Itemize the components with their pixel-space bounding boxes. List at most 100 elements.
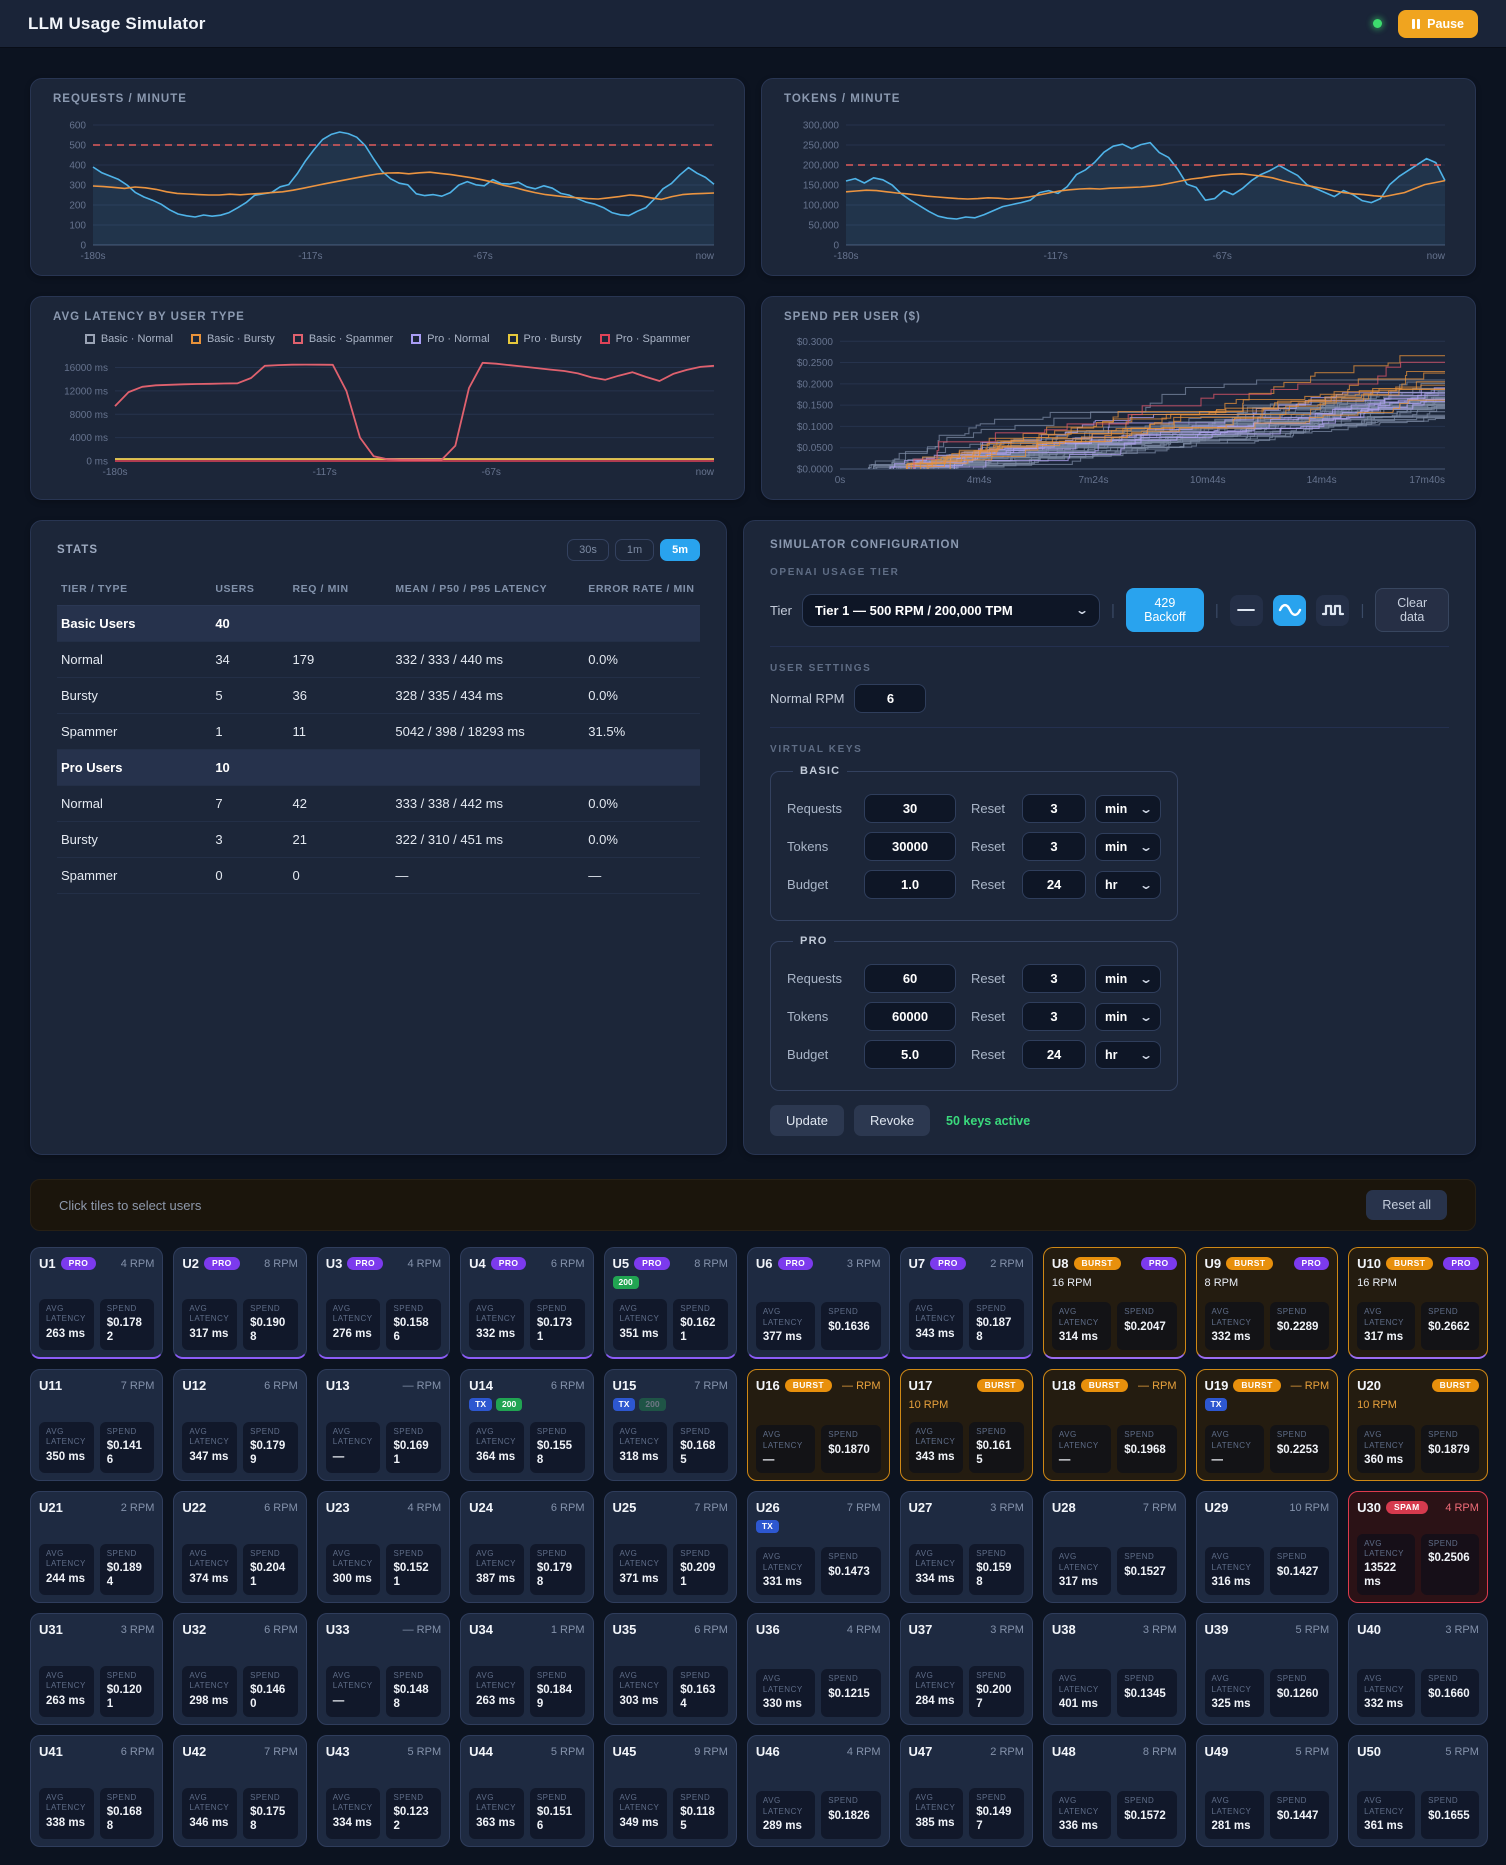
stats-cell-error: — bbox=[584, 857, 701, 894]
user-tile-U31[interactable]: U31 3 RPM AVG LATENCY 263 ms SPEND $0.1201 bbox=[30, 1613, 164, 1725]
stats-cell-latency: 322 / 310 / 451 ms bbox=[391, 821, 585, 858]
pause-button[interactable]: Pause bbox=[1398, 9, 1478, 38]
user-id: U7 bbox=[908, 1256, 926, 1271]
user-tile-U4[interactable]: U4 PRO 6 RPM AVG LATENCY 332 ms SPEND $0.1731 bbox=[460, 1247, 594, 1359]
update-keys-button[interactable]: Update bbox=[770, 1105, 844, 1136]
reset-unit-select[interactable]: min ⌄ bbox=[1095, 794, 1162, 823]
reset-interval-input[interactable] bbox=[1022, 1002, 1087, 1031]
user-tile-U13[interactable]: U13 — RPM AVG LATENCY — SPEND $0.1691 bbox=[316, 1369, 451, 1481]
user-tile-U50[interactable]: U50 5 RPM AVG LATENCY 361 ms SPEND $0.1655 bbox=[1348, 1735, 1488, 1847]
stats-row: Bursty 3 21 322 / 310 / 451 ms 0.0% bbox=[57, 821, 701, 858]
user-tile-U45[interactable]: U45 9 RPM AVG LATENCY 349 ms SPEND $0.1185 bbox=[603, 1735, 737, 1847]
sine-wave-icon bbox=[1278, 603, 1301, 617]
user-tile-U35[interactable]: U35 6 RPM AVG LATENCY 303 ms SPEND $0.1634 bbox=[603, 1613, 737, 1725]
reset-interval-input[interactable] bbox=[1022, 794, 1087, 823]
user-tile-U20[interactable]: U20 BURST 10 RPM AVG LATENCY 360 ms SPEND $0.1… bbox=[1348, 1369, 1488, 1481]
user-tile-U27[interactable]: U27 3 RPM AVG LATENCY 334 ms SPEND $0.1598 bbox=[899, 1491, 1033, 1603]
user-tile-U3[interactable]: U3 PRO 4 RPM AVG LATENCY 276 ms SPEND $0.1586 bbox=[316, 1247, 451, 1359]
user-tile-U28[interactable]: U28 7 RPM AVG LATENCY 317 ms SPEND $0.1527 bbox=[1042, 1491, 1186, 1603]
tier-select[interactable]: Tier 1 — 500 RPM / 200,000 TPM ⌄ bbox=[801, 593, 1100, 627]
square-wave-button[interactable] bbox=[1316, 594, 1350, 626]
reset-interval-input[interactable] bbox=[1022, 964, 1087, 993]
range-button-1m[interactable]: 1m bbox=[614, 539, 655, 561]
stats-group-row: Pro Users 10 bbox=[57, 749, 701, 786]
user-tile-U7[interactable]: U7 PRO 2 RPM AVG LATENCY 343 ms SPEND $0.1878 bbox=[899, 1247, 1033, 1359]
user-tile-U22[interactable]: U22 6 RPM AVG LATENCY 374 ms SPEND $0.2041 bbox=[173, 1491, 307, 1603]
key-budget-input[interactable] bbox=[864, 870, 957, 899]
reset-unit-select[interactable]: hr ⌄ bbox=[1095, 1040, 1162, 1069]
reset-interval-input[interactable] bbox=[1022, 832, 1087, 861]
reset-all-button[interactable]: Reset all bbox=[1366, 1190, 1447, 1220]
user-tile-U47[interactable]: U47 2 RPM AVG LATENCY 385 ms SPEND $0.1497 bbox=[899, 1735, 1033, 1847]
tile-stat-value: $0.1615 bbox=[976, 1440, 1012, 1467]
key-requests-input[interactable] bbox=[864, 794, 957, 823]
user-tile-U36[interactable]: U36 4 RPM AVG LATENCY 330 ms SPEND $0.1215 bbox=[746, 1613, 890, 1725]
tile-stat-spend: SPEND $0.1201 bbox=[99, 1666, 155, 1717]
key-budget-input[interactable] bbox=[864, 1040, 957, 1069]
user-tile-U18[interactable]: U18 BURST — RPM AVG LATENCY — SPEND $0.1968 bbox=[1042, 1369, 1186, 1481]
user-tile-U2[interactable]: U2 PRO 8 RPM AVG LATENCY 317 ms SPEND $0.1908 bbox=[173, 1247, 307, 1359]
user-tile-U46[interactable]: U46 4 RPM AVG LATENCY 289 ms SPEND $0.1826 bbox=[746, 1735, 890, 1847]
clear-data-button[interactable]: Clear data bbox=[1375, 588, 1449, 632]
user-tile-U49[interactable]: U49 5 RPM AVG LATENCY 281 ms SPEND $0.1447 bbox=[1195, 1735, 1339, 1847]
user-tile-U25[interactable]: U25 7 RPM AVG LATENCY 371 ms SPEND $0.2091 bbox=[603, 1491, 737, 1603]
user-tile-U14[interactable]: U14 6 RPM TX 200 AVG LATENCY 364 ms SPEND $0.15… bbox=[460, 1369, 594, 1481]
user-tile-U1[interactable]: U1 PRO 4 RPM AVG LATENCY 263 ms SPEND $0.1782 bbox=[30, 1247, 164, 1359]
tile-subline bbox=[1205, 1762, 1330, 1779]
user-tile-U40[interactable]: U40 3 RPM AVG LATENCY 332 ms SPEND $0.1660 bbox=[1348, 1613, 1488, 1725]
user-tile-U44[interactable]: U44 5 RPM AVG LATENCY 363 ms SPEND $0.1516 bbox=[460, 1735, 594, 1847]
tile-stats: AVG LATENCY 387 ms SPEND $0.1798 bbox=[469, 1544, 585, 1595]
tile-stat-label: AVG LATENCY bbox=[915, 1549, 956, 1569]
range-button-30s[interactable]: 30s bbox=[567, 539, 609, 561]
tile-rpm: 1 RPM bbox=[550, 1623, 585, 1636]
normal-rpm-input[interactable] bbox=[854, 684, 927, 713]
user-tile-U26[interactable]: U26 7 RPM TX AVG LATENCY 331 ms SPEND $0.1473 bbox=[746, 1491, 890, 1603]
user-tile-U29[interactable]: U29 10 RPM AVG LATENCY 316 ms SPEND $0.1427 bbox=[1195, 1491, 1339, 1603]
backoff-429-toggle[interactable]: 429 Backoff bbox=[1125, 588, 1204, 632]
user-tile-U38[interactable]: U38 3 RPM AVG LATENCY 401 ms SPEND $0.1345 bbox=[1042, 1613, 1186, 1725]
tile-stat-avg-latency: AVG LATENCY 244 ms bbox=[39, 1544, 94, 1595]
user-tile-U9[interactable]: U9 BURST PRO 8 RPM AVG LATENCY 332 ms SPEND $0.… bbox=[1195, 1247, 1339, 1359]
reset-unit-select[interactable]: min ⌄ bbox=[1095, 832, 1162, 861]
revoke-keys-button[interactable]: Revoke bbox=[853, 1105, 931, 1136]
user-tile-U11[interactable]: U11 7 RPM AVG LATENCY 350 ms SPEND $0.1416 bbox=[30, 1369, 164, 1481]
user-id: U10 bbox=[1357, 1256, 1382, 1271]
user-tile-U10[interactable]: U10 BURST PRO 16 RPM AVG LATENCY 317 ms SPEND $… bbox=[1348, 1247, 1488, 1359]
reset-interval-input[interactable] bbox=[1022, 1040, 1087, 1069]
user-tile-U16[interactable]: U16 BURST — RPM AVG LATENCY — SPEND $0.1870 bbox=[746, 1369, 890, 1481]
sine-wave-button[interactable] bbox=[1273, 594, 1307, 626]
user-tile-U43[interactable]: U43 5 RPM AVG LATENCY 334 ms SPEND $0.1232 bbox=[316, 1735, 451, 1847]
reset-unit-select[interactable]: min ⌄ bbox=[1095, 964, 1162, 993]
key-tokens-input[interactable] bbox=[864, 1002, 957, 1031]
user-tile-U37[interactable]: U37 3 RPM AVG LATENCY 284 ms SPEND $0.2007 bbox=[899, 1613, 1033, 1725]
tile-stat-value: $0.1527 bbox=[1124, 1565, 1166, 1578]
key-tokens-input[interactable] bbox=[864, 832, 957, 861]
user-tile-U21[interactable]: U21 2 RPM AVG LATENCY 244 ms SPEND $0.1894 bbox=[30, 1491, 164, 1603]
user-tile-U15[interactable]: U15 7 RPM TX 200 AVG LATENCY 318 ms SPEND $0.16… bbox=[603, 1369, 737, 1481]
tile-subline bbox=[1052, 1640, 1177, 1657]
user-tile-U34[interactable]: U34 1 RPM AVG LATENCY 263 ms SPEND $0.1849 bbox=[460, 1613, 594, 1725]
user-tile-U39[interactable]: U39 5 RPM AVG LATENCY 325 ms SPEND $0.1260 bbox=[1195, 1613, 1339, 1725]
reset-unit-select[interactable]: hr ⌄ bbox=[1095, 870, 1162, 899]
user-tile-U23[interactable]: U23 4 RPM AVG LATENCY 300 ms SPEND $0.1521 bbox=[316, 1491, 451, 1603]
user-tile-U48[interactable]: U48 8 RPM AVG LATENCY 336 ms SPEND $0.1572 bbox=[1042, 1735, 1186, 1847]
range-button-5m[interactable]: 5m bbox=[660, 539, 701, 561]
user-tile-U17[interactable]: U17 BURST 10 RPM AVG LATENCY 343 ms SPEND $0.1… bbox=[899, 1369, 1033, 1481]
user-tile-U24[interactable]: U24 6 RPM AVG LATENCY 387 ms SPEND $0.1798 bbox=[460, 1491, 594, 1603]
user-tile-U12[interactable]: U12 6 RPM AVG LATENCY 347 ms SPEND $0.1799 bbox=[173, 1369, 307, 1481]
key-requests-input[interactable] bbox=[864, 964, 957, 993]
user-tile-U41[interactable]: U41 6 RPM AVG LATENCY 338 ms SPEND $0.1688 bbox=[30, 1735, 164, 1847]
tile-header: U46 4 RPM bbox=[756, 1744, 881, 1759]
reset-interval-input[interactable] bbox=[1022, 870, 1087, 899]
tile-stat-avg-latency: AVG LATENCY 316 ms bbox=[1204, 1547, 1264, 1595]
flat-wave-button[interactable] bbox=[1229, 594, 1264, 626]
user-tile-U5[interactable]: U5 PRO 8 RPM 200 AVG LATENCY 351 ms SPEND $0.16… bbox=[603, 1247, 737, 1359]
user-tile-U30[interactable]: U30 SPAM 4 RPM AVG LATENCY 13522 ms SPEND $0.2… bbox=[1348, 1491, 1488, 1603]
user-tile-U33[interactable]: U33 — RPM AVG LATENCY — SPEND $0.1488 bbox=[316, 1613, 451, 1725]
user-tile-U32[interactable]: U32 6 RPM AVG LATENCY 298 ms SPEND $0.1460 bbox=[173, 1613, 307, 1725]
user-tile-U8[interactable]: U8 BURST PRO 16 RPM AVG LATENCY 314 ms SPEND $0… bbox=[1042, 1247, 1186, 1359]
user-tile-U19[interactable]: U19 BURST — RPM TX AVG LATENCY — SPEND $0.2253 bbox=[1195, 1369, 1339, 1481]
user-tile-U6[interactable]: U6 PRO 3 RPM AVG LATENCY 377 ms SPEND $0.1636 bbox=[746, 1247, 890, 1359]
user-tile-U42[interactable]: U42 7 RPM AVG LATENCY 346 ms SPEND $0.1758 bbox=[173, 1735, 307, 1847]
reset-unit-select[interactable]: min ⌄ bbox=[1095, 1002, 1162, 1031]
